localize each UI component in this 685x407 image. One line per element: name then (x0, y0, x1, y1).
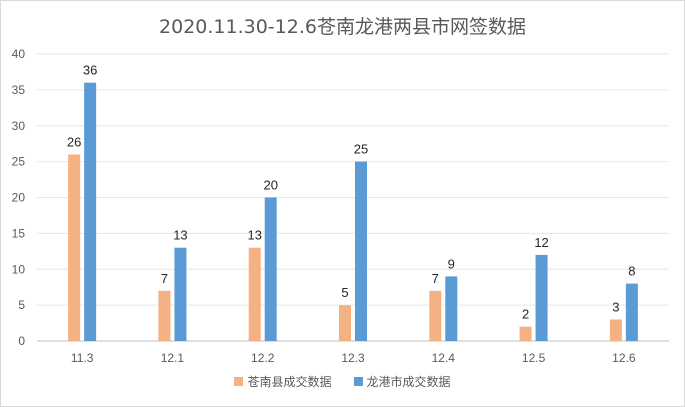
data-label-series-1: 3 (612, 299, 619, 314)
data-label-series-2: 12 (534, 235, 548, 250)
bar-series-1[interactable] (248, 247, 261, 341)
data-label-series-1: 26 (67, 134, 81, 149)
data-label-series-2: 20 (263, 178, 277, 193)
data-label-series-2: 25 (354, 142, 368, 157)
y-tick-label: 30 (12, 119, 26, 133)
y-tick-label: 25 (12, 155, 26, 169)
y-tick-label: 10 (12, 262, 26, 276)
data-label-series-1: 7 (161, 271, 168, 286)
x-tick-label: 12.2 (251, 351, 275, 365)
legend-item-series-1[interactable]: 苍南县成交数据 (234, 373, 332, 390)
bar-series-2[interactable] (355, 161, 367, 341)
y-tick-label: 35 (12, 83, 26, 97)
bar-series-1[interactable] (429, 290, 442, 341)
data-label-series-2: 36 (83, 63, 97, 78)
data-label-series-1: 5 (341, 285, 348, 300)
x-tick-label: 12.6 (612, 351, 636, 365)
legend-swatch-series-1 (234, 377, 244, 386)
bar-series-1[interactable] (609, 319, 622, 341)
bar-series-2[interactable] (264, 197, 277, 342)
data-label-series-1: 2 (522, 307, 529, 322)
bar-series-1[interactable] (158, 290, 171, 341)
data-label-series-1: 13 (247, 228, 261, 243)
bar-series-1[interactable] (519, 326, 532, 341)
legend-item-series-2[interactable]: 龙港市成交数据 (353, 373, 451, 390)
x-tick-label: 11.3 (71, 351, 94, 365)
x-tick-label: 12.5 (522, 351, 546, 365)
y-tick-label: 40 (12, 47, 26, 61)
bar-series-1[interactable] (339, 305, 351, 341)
bar-series-2[interactable] (445, 276, 458, 341)
y-tick-label: 0 (18, 334, 25, 348)
bar-series-2[interactable] (174, 247, 187, 341)
legend-label-series-2: 龙港市成交数据 (366, 375, 451, 389)
chart-title: 2020.11.30-12.6苍南龙港两县市网签数据 (159, 16, 526, 38)
y-tick-label: 20 (12, 191, 26, 205)
legend-label-series-1: 苍南县成交数据 (247, 375, 332, 389)
bar-series-2[interactable] (84, 82, 97, 341)
bar-series-1[interactable] (68, 154, 81, 341)
y-tick-label: 15 (12, 226, 26, 240)
bar-series-2[interactable] (535, 254, 548, 341)
legend-swatch-series-2 (353, 377, 363, 386)
data-label-series-2: 9 (448, 256, 455, 271)
data-label-series-1: 7 (432, 271, 439, 286)
chart-legend: 苍南县成交数据 龙港市成交数据 (0, 373, 685, 390)
bar-series-2[interactable] (625, 283, 638, 341)
y-tick-label: 5 (18, 298, 25, 312)
x-tick-label: 12.1 (161, 351, 185, 365)
x-tick-label: 12.4 (432, 351, 456, 365)
data-label-series-2: 13 (173, 228, 187, 243)
x-tick-label: 12.3 (341, 351, 365, 365)
data-label-series-2: 8 (628, 264, 635, 279)
